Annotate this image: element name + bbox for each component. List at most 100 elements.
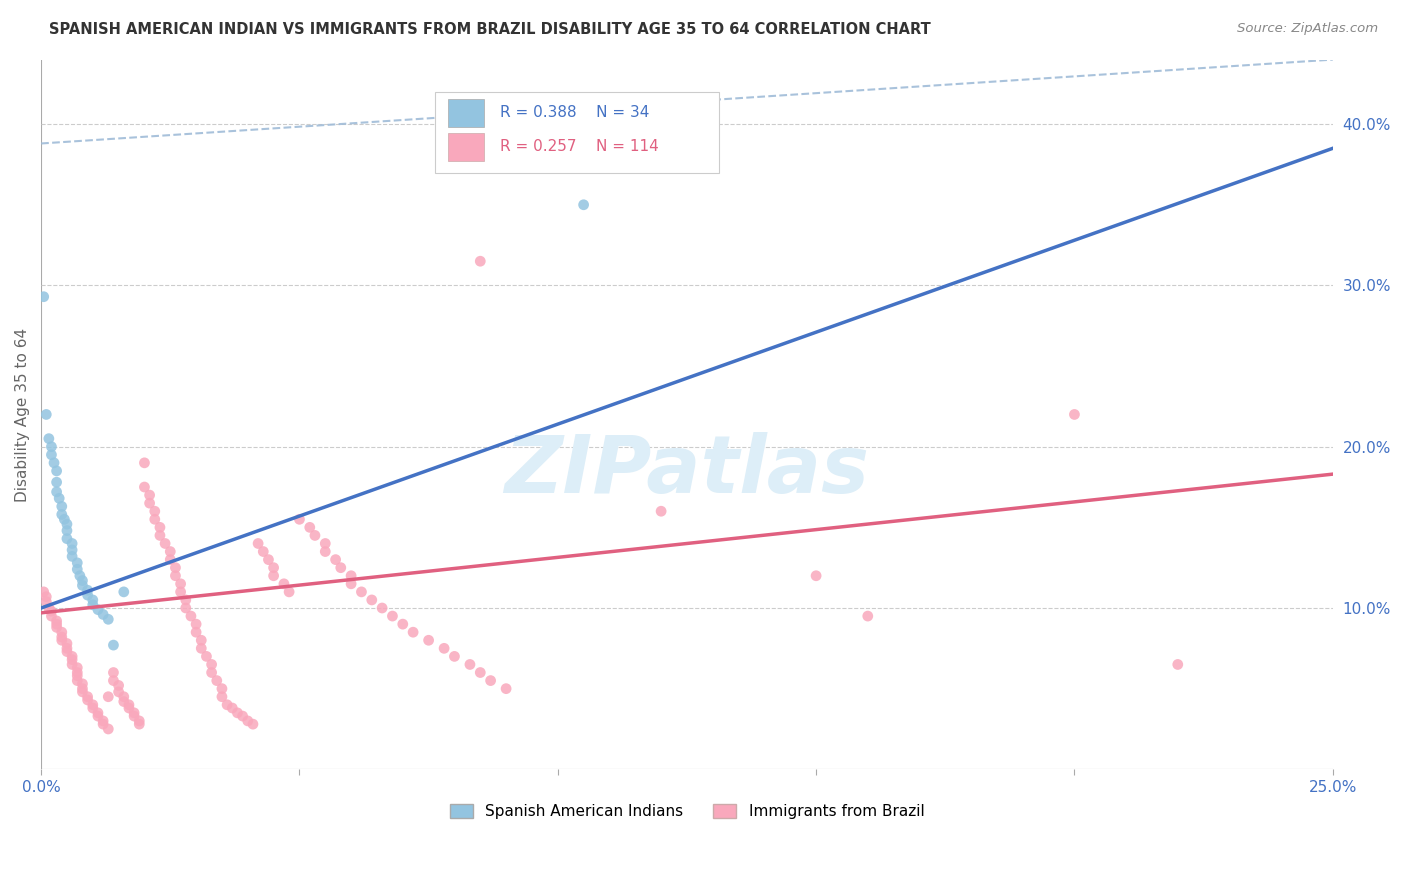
Point xyxy=(76,583,98,598)
Point xyxy=(103,673,125,688)
Point xyxy=(97,722,120,736)
Point xyxy=(60,536,83,550)
Point xyxy=(217,698,239,712)
Point xyxy=(402,625,425,640)
Point xyxy=(66,665,89,680)
Point xyxy=(76,588,98,602)
Text: ZIPatlas: ZIPatlas xyxy=(505,433,869,510)
Point xyxy=(1167,657,1189,672)
Point xyxy=(66,673,89,688)
Point xyxy=(118,701,141,715)
Point xyxy=(184,625,207,640)
Point xyxy=(112,585,135,599)
Point xyxy=(381,609,404,624)
Point xyxy=(66,556,89,570)
Point xyxy=(479,673,502,688)
Point xyxy=(51,500,73,514)
Point xyxy=(97,612,120,626)
Point xyxy=(134,480,156,494)
Point xyxy=(138,496,160,510)
Point xyxy=(41,604,63,618)
Point xyxy=(247,536,270,550)
Point xyxy=(45,464,67,478)
Point xyxy=(69,568,91,582)
Point xyxy=(273,576,295,591)
FancyBboxPatch shape xyxy=(434,92,720,173)
Point xyxy=(51,625,73,640)
Point xyxy=(153,536,176,550)
Point xyxy=(174,601,197,615)
Point xyxy=(82,593,104,607)
Point xyxy=(45,617,67,632)
Point xyxy=(45,614,67,628)
Point xyxy=(650,504,672,518)
Point xyxy=(257,552,280,566)
Point xyxy=(72,677,94,691)
Point xyxy=(87,709,110,723)
Text: SPANISH AMERICAN INDIAN VS IMMIGRANTS FROM BRAZIL DISABILITY AGE 35 TO 64 CORREL: SPANISH AMERICAN INDIAN VS IMMIGRANTS FR… xyxy=(49,22,931,37)
Point xyxy=(103,638,125,652)
Point xyxy=(112,690,135,704)
Point xyxy=(263,568,285,582)
FancyBboxPatch shape xyxy=(449,99,484,127)
Point xyxy=(103,665,125,680)
Point xyxy=(56,524,79,538)
Point xyxy=(329,560,352,574)
Point xyxy=(41,609,63,624)
Point xyxy=(76,690,98,704)
Point xyxy=(232,709,254,723)
Point xyxy=(226,706,249,720)
Point xyxy=(82,701,104,715)
Point xyxy=(122,709,145,723)
Point xyxy=(66,661,89,675)
Point xyxy=(41,448,63,462)
Point xyxy=(87,706,110,720)
Point xyxy=(56,517,79,532)
Point xyxy=(180,609,202,624)
Point xyxy=(91,607,114,622)
Point xyxy=(184,617,207,632)
Point xyxy=(221,701,243,715)
Point xyxy=(143,504,166,518)
Point xyxy=(288,512,311,526)
Point xyxy=(443,649,465,664)
Point xyxy=(35,594,58,608)
Point xyxy=(60,549,83,564)
Point xyxy=(278,585,301,599)
Point xyxy=(72,685,94,699)
Text: R = 0.388    N = 34: R = 0.388 N = 34 xyxy=(499,105,650,120)
Point xyxy=(56,644,79,658)
Point xyxy=(45,620,67,634)
Point xyxy=(66,562,89,576)
Point xyxy=(138,488,160,502)
Point xyxy=(314,536,336,550)
Point xyxy=(169,585,191,599)
Point xyxy=(856,609,879,624)
Point xyxy=(165,560,187,574)
Point xyxy=(60,657,83,672)
Point xyxy=(51,508,73,522)
Point xyxy=(190,633,212,648)
Point xyxy=(165,568,187,582)
Point xyxy=(51,630,73,644)
Point xyxy=(107,678,129,692)
Point xyxy=(350,585,373,599)
Point xyxy=(159,544,181,558)
Point xyxy=(190,641,212,656)
Point xyxy=(149,528,172,542)
Point xyxy=(325,552,347,566)
Point xyxy=(56,641,79,656)
Point xyxy=(72,574,94,588)
Point xyxy=(159,552,181,566)
Point xyxy=(107,685,129,699)
Point xyxy=(32,585,55,599)
Point xyxy=(470,665,492,680)
Point xyxy=(252,544,274,558)
Point xyxy=(236,714,259,728)
Point xyxy=(391,617,413,632)
Y-axis label: Disability Age 35 to 64: Disability Age 35 to 64 xyxy=(15,327,30,501)
Point xyxy=(35,590,58,604)
Point xyxy=(205,673,228,688)
Point xyxy=(149,520,172,534)
Point xyxy=(38,432,60,446)
